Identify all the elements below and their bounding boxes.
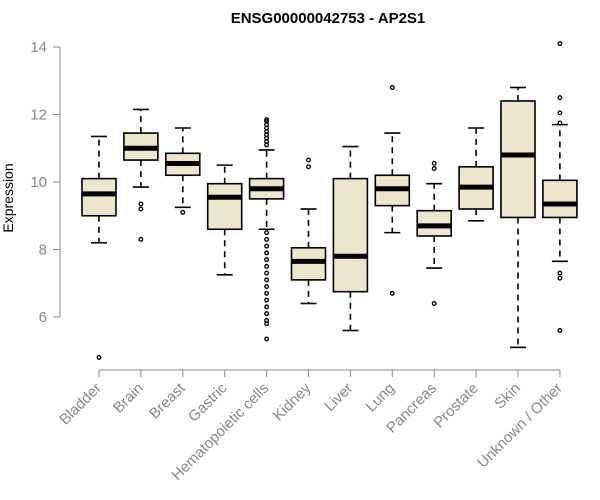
- box-skin: [500, 86, 536, 349]
- outlier-point: [264, 321, 270, 327]
- outlier-point: [264, 304, 270, 310]
- box-series: [81, 41, 578, 360]
- box-kidney: [290, 157, 327, 305]
- outlier-point: [431, 160, 437, 166]
- x-tick-label: Breast: [146, 379, 189, 422]
- y-tick-label: 10: [30, 174, 47, 191]
- box-body: [416, 209, 453, 237]
- outlier-point: [557, 270, 563, 276]
- box-prostate: [458, 127, 494, 222]
- box-bladder: [81, 135, 117, 360]
- outlier-point: [557, 95, 563, 101]
- x-tick-label: Liver: [321, 380, 356, 415]
- outlier-point: [96, 355, 102, 360]
- outlier-point: [306, 164, 311, 170]
- box-hematopoietic-cells: [248, 117, 285, 342]
- outlier-point: [264, 290, 270, 296]
- outlier-point: [264, 250, 270, 256]
- box-unknown-other: [542, 41, 578, 333]
- outlier-point: [264, 257, 270, 263]
- outlier-point: [264, 230, 270, 236]
- outlier-point: [557, 41, 563, 47]
- box-pancreas: [416, 160, 453, 306]
- box-body: [542, 179, 578, 219]
- box-body: [332, 177, 369, 293]
- y-tick-label: 6: [39, 309, 47, 326]
- outlier-point: [389, 85, 395, 90]
- outlier-point: [264, 297, 270, 303]
- box-breast: [165, 127, 201, 215]
- box-body: [500, 100, 536, 219]
- outlier-point: [264, 311, 270, 317]
- outlier-point: [264, 243, 270, 249]
- outlier-point: [180, 209, 186, 215]
- chart-title: ENSG00000042753 - AP2S1: [231, 10, 426, 27]
- outlier-point: [264, 270, 270, 276]
- outlier-point: [306, 157, 311, 163]
- x-tick-label: Lung: [363, 380, 399, 416]
- outlier-point: [138, 206, 144, 212]
- outlier-point: [557, 120, 563, 126]
- box-lung: [374, 85, 411, 296]
- y-tick-label: 12: [30, 107, 47, 124]
- box-body: [81, 177, 117, 217]
- outlier-point: [264, 118, 270, 124]
- outlier-point: [138, 236, 144, 242]
- x-tick-label: Skin: [491, 380, 524, 413]
- y-tick-label: 14: [30, 39, 47, 56]
- x-tick-label: Kidney: [270, 379, 315, 424]
- y-axis-title: Expression: [0, 163, 16, 232]
- outlier-point: [138, 201, 144, 207]
- outlier-point: [264, 336, 270, 342]
- y-tick-label: 8: [39, 242, 47, 259]
- box-brain: [123, 108, 159, 242]
- outlier-point: [264, 284, 270, 290]
- outlier-point: [264, 117, 270, 123]
- box-gastric: [206, 164, 243, 276]
- outlier-point: [557, 275, 563, 281]
- box-liver: [332, 145, 369, 332]
- x-tick-label: Brain: [110, 380, 147, 417]
- outlier-point: [557, 110, 563, 116]
- outlier-point: [389, 290, 395, 296]
- outlier-point: [264, 263, 270, 269]
- outlier-point: [431, 301, 437, 306]
- x-tick-label: Bladder: [56, 380, 105, 429]
- outlier-point: [431, 166, 437, 171]
- box-body: [206, 182, 243, 231]
- outlier-point: [264, 277, 270, 283]
- outlier-point: [557, 328, 563, 333]
- outlier-point: [264, 236, 270, 242]
- box-body: [290, 247, 327, 281]
- x-tick-label: Prostate: [430, 380, 482, 432]
